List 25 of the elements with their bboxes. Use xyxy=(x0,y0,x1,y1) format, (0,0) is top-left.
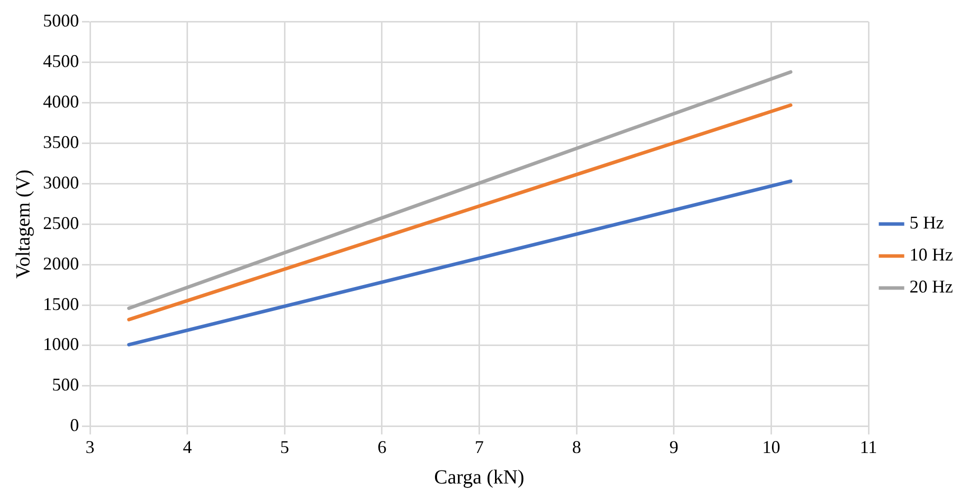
x-tick-label: 10 xyxy=(762,436,780,457)
x-axis-title: Carga (kN) xyxy=(434,466,524,488)
y-tick-label: 1000 xyxy=(43,334,79,354)
legend-label: 20 Hz xyxy=(910,276,954,297)
x-tick-label: 8 xyxy=(572,436,582,457)
y-tick-label: 4000 xyxy=(43,91,79,112)
x-tick-label: 3 xyxy=(86,436,94,457)
y-axis-title: Voltagem (V) xyxy=(12,170,34,279)
x-tick-label: 6 xyxy=(377,436,386,457)
x-tick-label: 5 xyxy=(280,436,290,457)
y-tick-label: 3000 xyxy=(43,172,79,192)
y-tick-label: 2500 xyxy=(43,212,79,233)
y-tick-label: 5000 xyxy=(43,10,79,31)
x-tick-label: 9 xyxy=(669,436,678,457)
legend-label: 10 Hz xyxy=(910,244,954,265)
legend-label: 5 Hz xyxy=(910,212,944,233)
y-tick-label: 1500 xyxy=(43,294,79,314)
y-tick-label: 500 xyxy=(52,374,79,395)
x-tick-label: 4 xyxy=(182,436,192,457)
y-tick-label: 2000 xyxy=(43,253,79,274)
y-tick-label: 3500 xyxy=(43,132,79,152)
x-tick-label: 7 xyxy=(474,436,484,457)
y-tick-label: 4500 xyxy=(43,50,79,71)
x-tick-label: 11 xyxy=(860,436,878,457)
y-tick-label: 0 xyxy=(70,415,79,436)
